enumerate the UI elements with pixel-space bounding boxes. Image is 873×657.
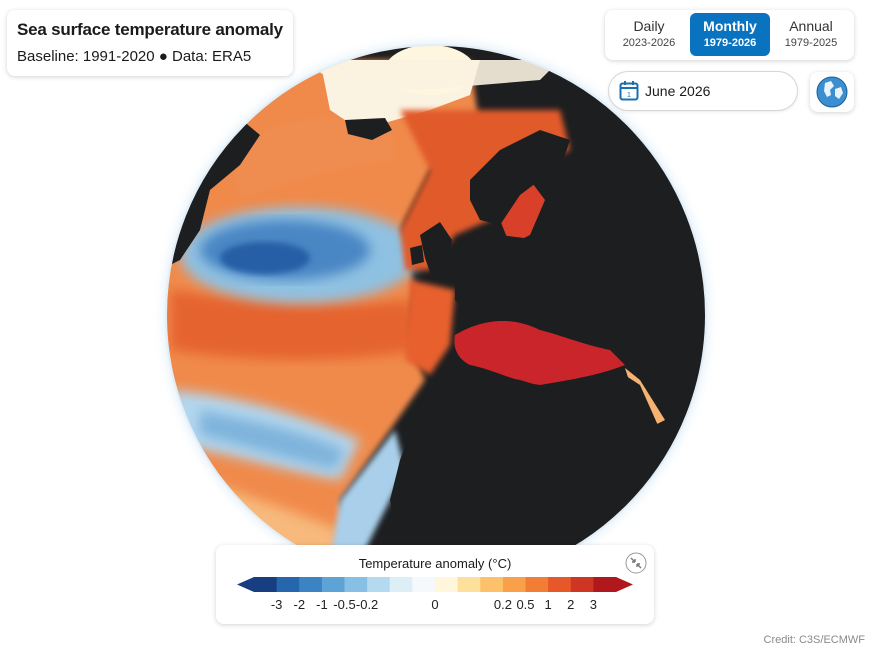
legend-arrow-high [616, 577, 633, 592]
legend-tick-label: 0.5 [516, 597, 534, 612]
date-picker[interactable]: 1 June 2026 [609, 72, 797, 110]
legend-tick-label: -0.2 [356, 597, 378, 612]
map-title: Sea surface temperature anomaly [17, 20, 283, 39]
legend-tick-label: -3 [271, 597, 283, 612]
legend-color-segment [548, 577, 572, 592]
legend-tick-label: -2 [294, 597, 306, 612]
period-annual-label: Annual [789, 18, 833, 34]
title-panel: Sea surface temperature anomaly Baseline… [7, 10, 293, 76]
legend-color-segment [435, 577, 459, 592]
legend-title: Temperature anomaly (°C) [358, 556, 512, 571]
svg-text:1: 1 [627, 92, 631, 99]
legend-tick-label: 1 [544, 597, 551, 612]
legend-color-segment [254, 577, 278, 592]
period-selector: Daily 2023-2026 Monthly 1979-2026 Annual… [605, 10, 854, 60]
date-value: June 2026 [645, 83, 711, 99]
period-daily-button[interactable]: Daily 2023-2026 [611, 13, 687, 56]
period-monthly-button[interactable]: Monthly 1979-2026 [690, 13, 770, 56]
period-annual-button[interactable]: Annual 1979-2025 [773, 13, 849, 56]
legend-colorbar: -3 -2 -1 -0.5 -0.2 0 0.2 0.5 1 2 3 [237, 577, 633, 612]
legend-color-segment [593, 577, 617, 592]
period-monthly-label: Monthly [703, 18, 757, 34]
legend-tick-label: 0 [431, 597, 438, 612]
legend-color-segment [344, 577, 368, 592]
legend-color-segment [525, 577, 549, 592]
period-daily-label: Daily [633, 18, 665, 34]
legend-color-segment [480, 577, 504, 592]
collapse-arrows-icon[interactable] [625, 552, 647, 574]
legend-tick-label: -0.5 [333, 597, 355, 612]
legend-tick-label: -1 [316, 597, 328, 612]
period-annual-range: 1979-2025 [784, 37, 838, 49]
legend-color-segment [570, 577, 594, 592]
legend-tick-label: 0.2 [494, 597, 512, 612]
legend-color-segment [321, 577, 346, 592]
legend-color-segment [389, 577, 413, 592]
legend-tick-label: 2 [567, 597, 574, 612]
legend-color-segment [299, 577, 323, 592]
globe-surface [166, 45, 706, 585]
view-toggle-button[interactable] [810, 72, 854, 112]
credit-text: Credit: C3S/ECMWF [763, 634, 865, 646]
period-monthly-range: 1979-2026 [703, 37, 757, 49]
legend-arrow-low [237, 577, 254, 592]
calendar-icon: 1 [619, 81, 639, 101]
period-daily-range: 2023-2026 [622, 37, 676, 49]
legend-color-segment [412, 577, 436, 592]
legend-tick-label: 3 [590, 597, 597, 612]
globe-icon [816, 76, 848, 108]
legend-color-segment [276, 577, 300, 592]
legend-color-segment [457, 577, 481, 592]
legend-panel: Temperature anomaly (°C) -3 -2 -1 -0.5 -0.2 0… [216, 545, 654, 624]
legend-color-segment [502, 577, 527, 592]
map-subtitle: Baseline: 1991-2020 ● Data: ERA5 [17, 48, 252, 65]
legend-color-segment [367, 577, 391, 592]
